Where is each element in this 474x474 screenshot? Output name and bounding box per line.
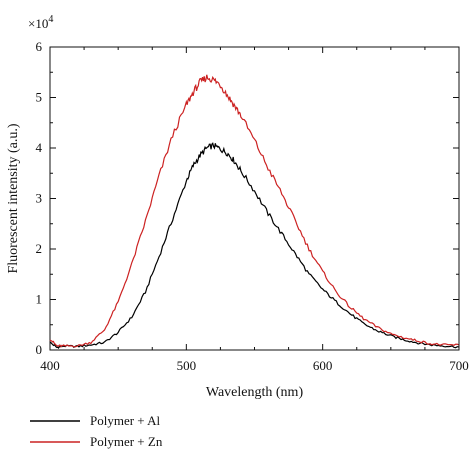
y-axis-ticks: 0 1 2 3 4 5 6	[36, 39, 459, 357]
x-axis-ticks: 400 500 600 700	[40, 47, 469, 373]
series-layer	[49, 74, 460, 350]
legend-label-1: Polymer + Al	[90, 413, 161, 428]
y-tick-label: 6	[36, 39, 43, 54]
y-tick-label: 4	[36, 140, 43, 155]
y-multiplier-base: ×10	[28, 16, 48, 31]
y-tick-label: 2	[36, 241, 43, 256]
x-tick-label: 500	[177, 358, 197, 373]
x-tick-label: 400	[40, 358, 60, 373]
y-axis-title: Fluorescent intensity (a.u.)	[6, 123, 21, 273]
y-multiplier: ×104	[28, 14, 53, 31]
y-multiplier-exponent: 4	[48, 14, 53, 25]
x-tick-label: 600	[313, 358, 333, 373]
legend-label-2: Polymer + Zn	[90, 434, 163, 449]
y-tick-label: 0	[36, 342, 43, 357]
plot-area	[49, 46, 460, 351]
y-tick-label: 5	[36, 90, 43, 105]
series-line-2	[49, 74, 460, 348]
x-tick-label: 700	[449, 358, 469, 373]
plot-frame	[49, 46, 460, 351]
x-axis-title: Wavelength (nm)	[206, 385, 304, 400]
y-tick-label: 3	[36, 191, 43, 206]
legend: Polymer + Al Polymer + Zn	[30, 413, 163, 449]
y-tick-label: 1	[36, 292, 43, 307]
series-line-1	[49, 142, 460, 350]
